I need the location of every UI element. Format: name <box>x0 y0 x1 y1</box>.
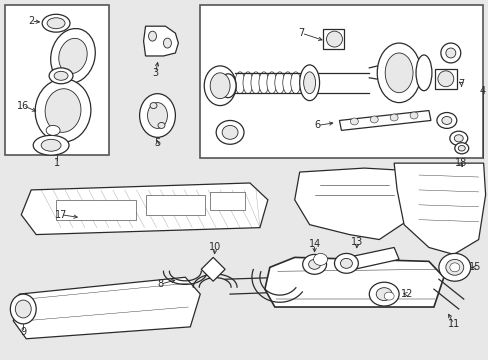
Bar <box>145 195 205 215</box>
Text: 10: 10 <box>208 243 221 252</box>
Ellipse shape <box>274 72 284 94</box>
Ellipse shape <box>389 114 397 121</box>
Ellipse shape <box>350 118 358 125</box>
Ellipse shape <box>376 43 420 103</box>
Ellipse shape <box>409 112 417 119</box>
Bar <box>434 69 456 89</box>
Ellipse shape <box>445 260 463 275</box>
Ellipse shape <box>46 125 60 135</box>
Ellipse shape <box>250 72 261 94</box>
Ellipse shape <box>15 300 31 318</box>
Ellipse shape <box>42 14 70 32</box>
Ellipse shape <box>220 74 236 98</box>
Ellipse shape <box>375 288 391 301</box>
Text: 3: 3 <box>152 68 158 78</box>
Ellipse shape <box>326 31 342 47</box>
Text: 5: 5 <box>154 138 160 148</box>
Ellipse shape <box>457 145 464 151</box>
Ellipse shape <box>163 38 171 48</box>
Ellipse shape <box>440 43 460 63</box>
Ellipse shape <box>308 260 320 269</box>
Text: 8: 8 <box>157 279 163 289</box>
Ellipse shape <box>54 71 68 80</box>
Ellipse shape <box>10 294 36 324</box>
Text: 16: 16 <box>17 100 29 111</box>
Text: 15: 15 <box>468 262 480 272</box>
Ellipse shape <box>453 135 462 142</box>
Ellipse shape <box>204 66 236 105</box>
Text: 2: 2 <box>28 16 34 26</box>
Ellipse shape <box>415 55 431 91</box>
Ellipse shape <box>150 103 157 109</box>
Ellipse shape <box>49 68 73 84</box>
Ellipse shape <box>59 39 87 73</box>
Polygon shape <box>201 257 224 281</box>
Polygon shape <box>294 168 413 239</box>
Polygon shape <box>21 183 267 235</box>
Polygon shape <box>346 247 398 269</box>
Ellipse shape <box>243 72 252 94</box>
Text: 4: 4 <box>479 86 485 96</box>
Bar <box>322 29 344 49</box>
Ellipse shape <box>139 94 175 137</box>
Ellipse shape <box>340 258 352 268</box>
Ellipse shape <box>303 72 315 94</box>
Ellipse shape <box>299 65 319 100</box>
Ellipse shape <box>437 71 453 87</box>
Text: 1: 1 <box>54 158 60 168</box>
Polygon shape <box>264 257 443 307</box>
Ellipse shape <box>47 18 65 29</box>
Ellipse shape <box>33 135 69 155</box>
Ellipse shape <box>235 72 244 94</box>
Ellipse shape <box>282 72 292 94</box>
Text: 18: 18 <box>454 158 466 168</box>
Ellipse shape <box>436 113 456 129</box>
Ellipse shape <box>222 125 238 139</box>
Ellipse shape <box>51 28 95 84</box>
Text: 7: 7 <box>298 28 304 38</box>
Ellipse shape <box>454 143 468 154</box>
Polygon shape <box>393 163 485 255</box>
Text: 13: 13 <box>350 237 363 247</box>
Ellipse shape <box>438 253 470 281</box>
Polygon shape <box>13 277 200 339</box>
Ellipse shape <box>158 122 164 129</box>
Ellipse shape <box>210 73 230 99</box>
Ellipse shape <box>266 72 276 94</box>
Ellipse shape <box>147 103 167 129</box>
Text: 14: 14 <box>308 239 320 249</box>
Ellipse shape <box>369 116 377 123</box>
Ellipse shape <box>313 253 327 265</box>
Ellipse shape <box>445 48 455 58</box>
Ellipse shape <box>216 121 244 144</box>
Bar <box>200 5 482 158</box>
Text: 7: 7 <box>458 79 464 89</box>
Polygon shape <box>339 111 430 130</box>
Text: 17: 17 <box>55 210 67 220</box>
Ellipse shape <box>148 31 156 41</box>
Ellipse shape <box>449 131 467 145</box>
Text: 12: 12 <box>400 289 412 299</box>
Ellipse shape <box>258 72 268 94</box>
Text: 9: 9 <box>20 327 26 337</box>
Polygon shape <box>143 26 178 56</box>
Ellipse shape <box>302 255 326 274</box>
Ellipse shape <box>41 139 61 151</box>
Ellipse shape <box>45 89 81 132</box>
Ellipse shape <box>290 72 300 94</box>
Ellipse shape <box>368 282 398 306</box>
Bar <box>210 192 244 210</box>
Ellipse shape <box>334 253 358 273</box>
Text: 11: 11 <box>447 319 459 329</box>
Bar <box>5 5 108 155</box>
Ellipse shape <box>441 117 451 125</box>
Ellipse shape <box>385 53 412 93</box>
Text: 6: 6 <box>314 121 320 130</box>
Ellipse shape <box>384 292 393 300</box>
Ellipse shape <box>449 263 459 272</box>
Ellipse shape <box>35 79 91 142</box>
Bar <box>56 200 135 220</box>
